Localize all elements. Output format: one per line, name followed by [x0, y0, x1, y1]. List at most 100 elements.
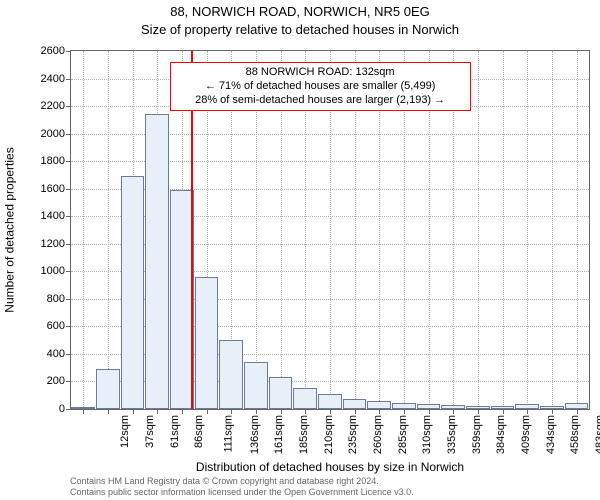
ytick-mark — [66, 244, 71, 245]
xtick-mark — [429, 409, 430, 414]
ytick-mark — [66, 381, 71, 382]
ytick-mark — [66, 299, 71, 300]
xtick-label: 12sqm — [119, 415, 131, 448]
y-axis-label: Number of detached properties — [0, 50, 20, 410]
histogram-bar — [219, 340, 243, 409]
ytick-label: 2600 — [41, 45, 65, 57]
ytick-label: 200 — [47, 375, 65, 387]
xtick-mark — [83, 409, 84, 414]
ytick-mark — [66, 354, 71, 355]
xtick-label: 359sqm — [471, 415, 483, 454]
histogram-bar — [515, 404, 539, 409]
ytick-label: 1600 — [41, 183, 65, 195]
xtick-label: 235sqm — [347, 415, 359, 454]
ytick-mark — [66, 51, 71, 52]
xtick-mark — [281, 409, 282, 414]
gridline-v — [83, 51, 84, 409]
ytick-label: 400 — [47, 348, 65, 360]
histogram-bar — [392, 403, 416, 409]
figure-subtitle: Size of property relative to detached ho… — [0, 22, 600, 37]
gridline-v — [503, 51, 504, 409]
xtick-label: 161sqm — [273, 415, 285, 454]
xtick-mark — [157, 409, 158, 414]
histogram-bar — [491, 406, 515, 409]
xtick-label: 384sqm — [495, 415, 507, 454]
gridline-v — [478, 51, 479, 409]
histogram-bar — [466, 406, 490, 409]
xtick-mark — [577, 409, 578, 414]
xtick-label: 483sqm — [594, 415, 600, 454]
ytick-label: 2200 — [41, 100, 65, 112]
xtick-label: 86sqm — [193, 415, 205, 448]
xtick-mark — [133, 409, 134, 414]
histogram-bar — [565, 403, 589, 409]
callout-line: 28% of semi-detached houses are larger (… — [175, 94, 466, 108]
ytick-label: 1000 — [41, 265, 65, 277]
xtick-label: 285sqm — [397, 415, 409, 454]
histogram-bar — [244, 362, 268, 409]
copyright-footer: Contains HM Land Registry data © Crown c… — [70, 476, 590, 497]
gridline-v — [552, 51, 553, 409]
histogram-bar — [145, 114, 169, 409]
histogram-bar — [96, 369, 120, 409]
gridline-v — [527, 51, 528, 409]
xtick-label: 61sqm — [169, 415, 181, 448]
xtick-mark — [108, 409, 109, 414]
xtick-mark — [256, 409, 257, 414]
xtick-label: 409sqm — [520, 415, 532, 454]
xtick-label: 260sqm — [372, 415, 384, 454]
ytick-mark — [66, 216, 71, 217]
footer-line-2: Contains public sector information licen… — [70, 487, 590, 497]
histogram-bar — [170, 190, 194, 409]
figure-title: 88, NORWICH ROAD, NORWICH, NR5 0EG — [0, 4, 600, 19]
histogram-bar — [195, 277, 219, 409]
histogram-bar — [293, 388, 317, 409]
histogram-bar — [121, 176, 145, 409]
xtick-mark — [330, 409, 331, 414]
gridline-v — [108, 51, 109, 409]
ytick-mark — [66, 271, 71, 272]
histogram-bar — [417, 404, 441, 410]
ytick-mark — [66, 134, 71, 135]
xtick-mark — [552, 409, 553, 414]
ytick-mark — [66, 106, 71, 107]
ytick-mark — [66, 161, 71, 162]
ytick-mark — [66, 79, 71, 80]
ytick-mark — [66, 189, 71, 190]
callout-line: 88 NORWICH ROAD: 132sqm — [175, 66, 466, 80]
xtick-mark — [182, 409, 183, 414]
histogram-bar — [540, 406, 564, 409]
histogram-bar — [269, 377, 293, 409]
xtick-label: 210sqm — [323, 415, 335, 454]
xtick-mark — [453, 409, 454, 414]
xtick-mark — [231, 409, 232, 414]
xtick-label: 434sqm — [545, 415, 557, 454]
footer-line-1: Contains HM Land Registry data © Crown c… — [70, 476, 590, 486]
histogram-bar — [367, 401, 391, 409]
ytick-mark — [66, 409, 71, 410]
gridline-v — [577, 51, 578, 409]
figure: 88, NORWICH ROAD, NORWICH, NR5 0EG Size … — [0, 0, 600, 500]
xtick-label: 111sqm — [223, 415, 235, 453]
ytick-label: 1400 — [41, 210, 65, 222]
xtick-label: 185sqm — [298, 415, 310, 454]
xtick-label: 37sqm — [144, 415, 156, 448]
ytick-label: 1800 — [41, 155, 65, 167]
xtick-label: 136sqm — [249, 415, 261, 454]
xtick-mark — [527, 409, 528, 414]
x-axis-label: Distribution of detached houses by size … — [70, 460, 590, 474]
plot-area: 0200400600800100012001400160018002000220… — [70, 50, 590, 410]
xtick-label: 310sqm — [421, 415, 433, 454]
xtick-mark — [207, 409, 208, 414]
xtick-label: 458sqm — [569, 415, 581, 454]
xtick-mark — [379, 409, 380, 414]
ytick-mark — [66, 326, 71, 327]
xtick-mark — [478, 409, 479, 414]
ytick-label: 2000 — [41, 128, 65, 140]
histogram-bar — [71, 407, 95, 409]
xtick-mark — [305, 409, 306, 414]
ytick-label: 800 — [47, 293, 65, 305]
ytick-label: 1200 — [41, 238, 65, 250]
callout-line: ← 71% of detached houses are smaller (5,… — [175, 80, 466, 94]
xtick-mark — [503, 409, 504, 414]
